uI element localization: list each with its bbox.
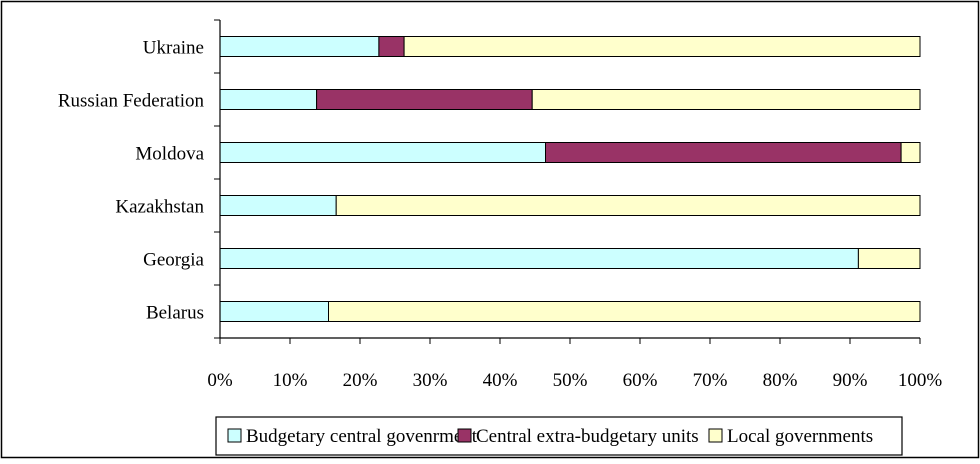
bar-kazakhstan-local-governments [335,195,921,216]
bar-russian-federation-budgetary-central-govenrment [219,89,318,110]
x-tick-label-60: 60% [623,370,658,391]
x-tick-label-70: 70% [693,370,728,391]
legend-swatch-central-extra-budgetary-units [457,428,472,443]
legend-swatch-local-governments [708,428,723,443]
legend-label-local-governments: Local governments [727,426,873,447]
x-tick-label-100: 100% [898,370,943,391]
category-label-ukraine: Ukraine [143,38,204,59]
bar-georgia-local-governments [857,248,921,269]
bar-russian-federation-central-extra-budgetary-units [316,89,533,110]
x-tick-label-40: 40% [483,370,518,391]
category-label-russian-federation: Russian Federation [58,91,205,112]
bar-moldova-local-governments [900,142,921,163]
bar-belarus-budgetary-central-govenrment [219,301,329,322]
category-label-kazakhstan: Kazakhstan [115,197,204,218]
x-tick-label-80: 80% [763,370,798,391]
bar-kazakhstan-budgetary-central-govenrment [219,195,337,216]
legend-label-budgetary-central-govenrment: Budgetary central govenrment [246,426,478,447]
x-tick-label-0: 0% [207,370,233,391]
bar-belarus-local-governments [328,301,921,322]
category-label-moldova: Moldova [135,144,204,165]
x-tick-label-20: 20% [343,370,378,391]
category-label-georgia: Georgia [143,250,204,271]
bar-ukraine-budgetary-central-govenrment [219,36,380,57]
category-label-belarus: Belarus [146,303,204,324]
x-tick-label-30: 30% [413,370,448,391]
bar-georgia-budgetary-central-govenrment [219,248,859,269]
bar-moldova-budgetary-central-govenrment [219,142,546,163]
legend-box [215,416,903,456]
plot-area: Belarus Georgia Kazakhstan Moldova Russian F… [58,19,943,391]
legend-swatch-budgetary-central-govenrment [227,428,242,443]
bar-ukraine-local-governments [403,36,921,57]
x-tick-label-50: 50% [553,370,588,391]
bar-russian-federation-local-governments [531,89,921,110]
bar-moldova-central-extra-budgetary-units [545,142,902,163]
x-tick-label-10: 10% [273,370,308,391]
bar-ukraine-central-extra-budgetary-units [378,36,405,57]
legend-label-central-extra-budgetary-units: Central extra-budgetary units [476,426,699,447]
x-tick-label-90: 90% [833,370,868,391]
